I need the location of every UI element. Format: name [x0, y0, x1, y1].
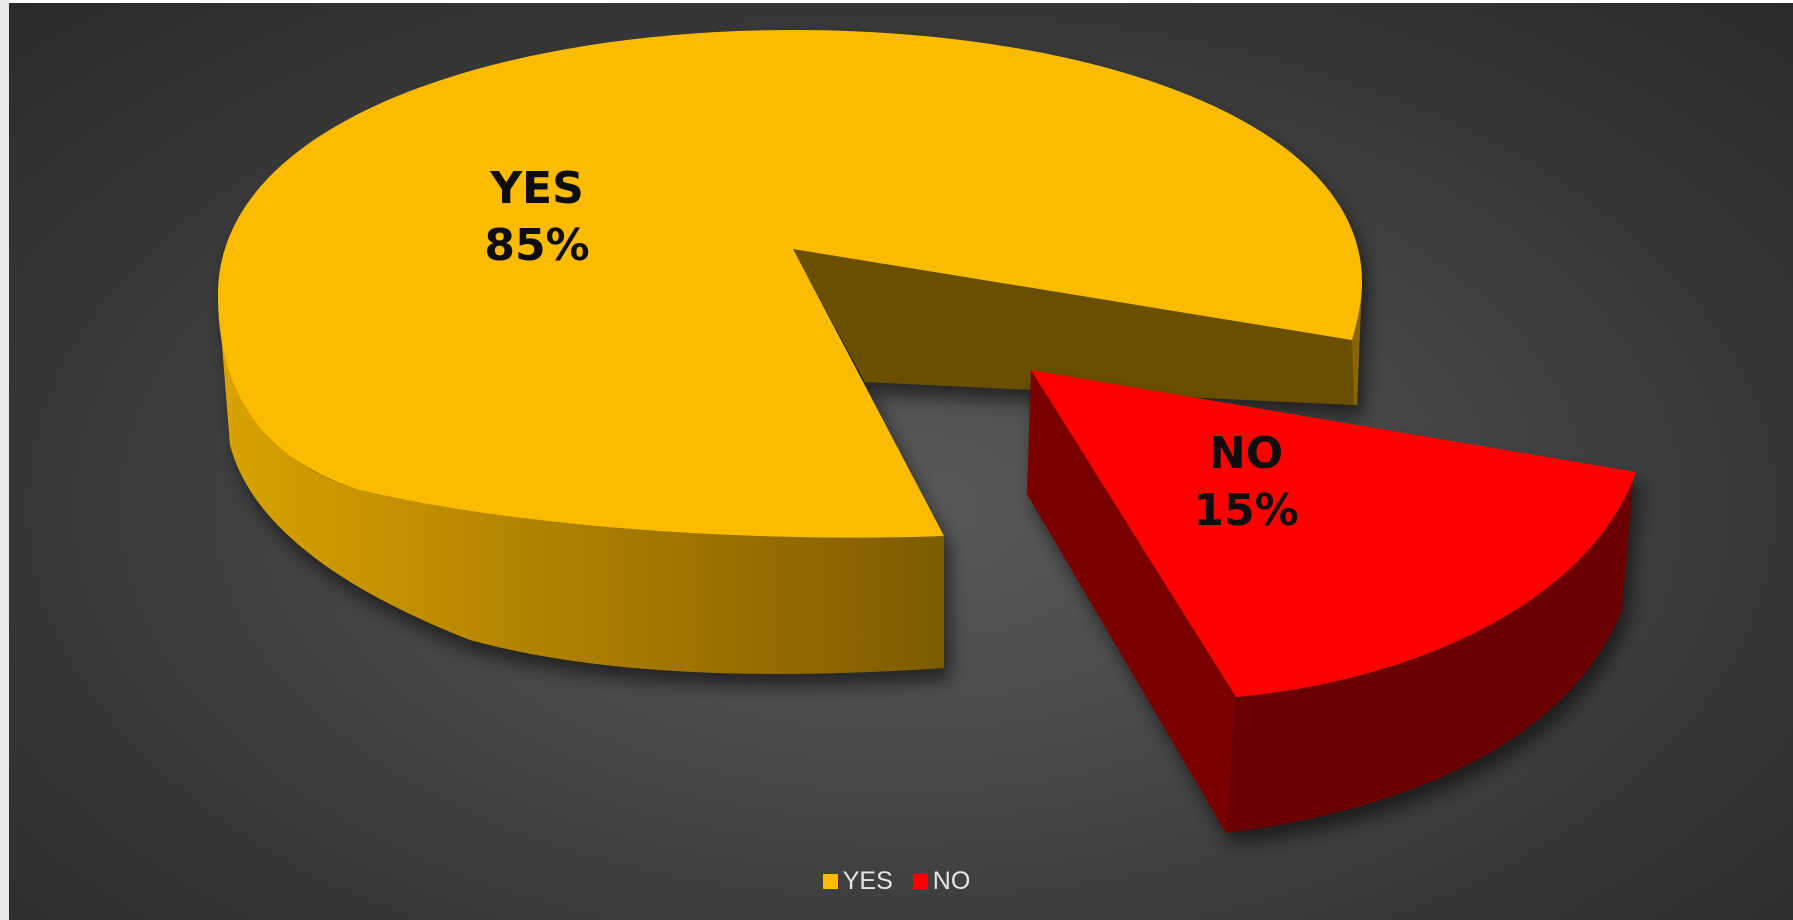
slice-no-side-wall: [1226, 472, 1634, 833]
slice-yes-side-wall: [218, 295, 944, 674]
data-label-no-percent: 15%: [1193, 485, 1298, 536]
legend-swatch-yes: [822, 873, 838, 889]
data-label-yes-category: YES: [489, 163, 584, 214]
left-edge-strip: [0, 0, 9, 920]
slice-yes-top: [218, 30, 1362, 538]
legend-item-yes: YES: [822, 866, 893, 896]
legend-label-no: NO: [932, 866, 971, 895]
data-label-yes-percent: 85%: [484, 220, 589, 271]
chart-legend: YES NO: [0, 864, 1793, 898]
legend-swatch-no: [912, 873, 928, 889]
legend-label-yes: YES: [842, 866, 893, 895]
slice-yes-inner-wall: [793, 249, 1354, 405]
slice-no-top: [1031, 370, 1636, 697]
pie-slice-no: [1027, 370, 1636, 833]
slice-yes-right-rim: [1352, 282, 1362, 405]
slice-no-left-wall: [1027, 370, 1236, 833]
legend-item-no: NO: [912, 866, 971, 896]
pie-slice-yes: [218, 30, 1362, 674]
data-label-no-category: NO: [1209, 428, 1283, 479]
